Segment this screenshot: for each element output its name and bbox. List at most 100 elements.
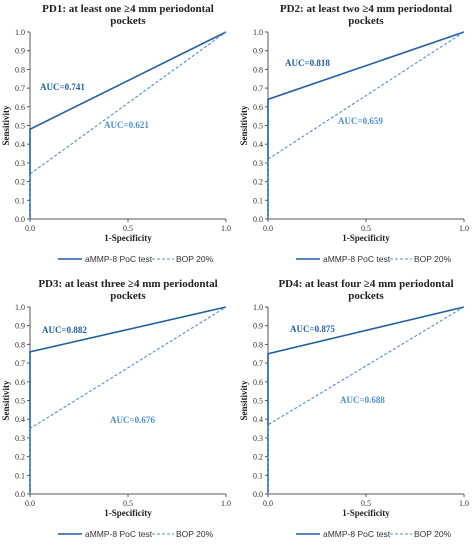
legend-label-bop: BOP 20% [176,529,214,539]
x-tick-label: 0.0 [263,499,273,508]
x-tick-label: 1.0 [459,499,469,508]
y-tick-label: 0.9 [253,322,263,331]
x-tick-label: 0.0 [25,499,35,508]
x-tick-label: 0.5 [123,224,133,233]
chart-title-line: pockets [110,290,146,302]
y-tick-label: 0.0 [15,490,25,499]
y-tick-label: 0.7 [253,359,263,368]
y-tick-label: 0.8 [253,340,263,349]
roc-panel-pd1: PD1: at least one ≥4 mm periodontal pocke… [0,0,238,275]
x-axis-label: 1-Specificity [342,508,390,518]
roc-chart-pd1: PD1: at least one ≥4 mm periodontal pocke… [1,3,231,264]
legend-label-bop: BOP 20% [414,529,452,539]
y-tick-label: 1.0 [15,28,25,37]
y-tick-label: 0.4 [253,140,263,149]
x-axis-label: 1-Specificity [104,233,152,243]
y-tick-label: 0.5 [15,397,25,406]
chart-title-line: pockets [348,15,384,27]
y-tick-label: 1.0 [253,28,263,37]
y-tick-label: 0.1 [253,196,263,205]
y-tick-label: 0.9 [253,47,263,56]
chart-title-line: pockets [348,290,384,302]
ammp8-roc-curve [29,306,227,494]
y-axis-label: Sensitivity [239,105,249,146]
x-tick-label: 0.0 [263,224,273,233]
legend-label-bop: BOP 20% [176,254,214,264]
chart-title-line: PD2: at least two ≥4 mm periodontal [280,3,452,15]
y-tick-label: 1.0 [15,303,25,312]
ammp8-roc-curve [267,31,465,219]
x-tick-label: 0.5 [123,499,133,508]
roc-panel-pd4: PD4: at least four ≥4 mm periodontal pock… [238,275,476,550]
x-tick-label: 0.5 [361,224,371,233]
bop-roc-curve [267,31,465,219]
bop-auc-label: AUC=0.676 [110,415,155,425]
ammp8-roc-curve [29,31,227,219]
y-tick-label: 0.5 [253,122,263,131]
y-tick-label: 0.0 [15,215,25,224]
y-axis-label: Sensitivity [239,380,249,421]
roc-panel-pd2: PD2: at least two ≥4 mm periodontal pocke… [238,0,476,275]
bop-auc-label: AUC=0.659 [338,116,383,126]
x-tick-label: 0.0 [25,224,35,233]
x-axis-label: 1-Specificity [104,508,152,518]
y-tick-label: 0.6 [253,378,263,387]
y-tick-label: 0.2 [15,453,25,462]
chart-title-line: pockets [110,15,146,27]
y-tick-label: 0.7 [253,84,263,93]
x-tick-label: 1.0 [221,499,231,508]
y-tick-label: 0.0 [253,215,263,224]
legend-label-bop: BOP 20% [414,254,452,264]
legend-label-ammp8: aMMP-8 PoC test [323,529,391,539]
y-tick-label: 0.2 [253,453,263,462]
chart-title: PD1: at least one ≥4 mm periodontal pocke… [42,3,214,27]
y-axis-label: Sensitivity [1,380,11,421]
y-tick-label: 0.4 [15,140,25,149]
legend-label-ammp8: aMMP-8 PoC test [323,254,391,264]
ammp8-auc-label: AUC=0.741 [40,82,85,92]
chart-title-line: PD3: at least three ≥4 mm periodontal [38,278,217,290]
y-tick-label: 0.6 [253,103,263,112]
y-tick-label: 0.3 [253,159,263,168]
y-tick-label: 0.1 [15,471,25,480]
roc-chart-pd2: PD2: at least two ≥4 mm periodontal pocke… [239,3,469,264]
y-tick-label: 0.7 [15,359,25,368]
legend-label-ammp8: aMMP-8 PoC test [85,529,153,539]
y-tick-label: 0.3 [15,159,25,168]
y-tick-label: 0.3 [253,434,263,443]
bop-auc-label: AUC=0.621 [104,120,149,130]
x-tick-label: 1.0 [459,224,469,233]
y-tick-label: 1.0 [253,303,263,312]
y-tick-label: 0.4 [15,415,25,424]
y-tick-label: 0.8 [15,65,25,74]
x-tick-label: 1.0 [221,224,231,233]
chart-title: PD4: at least four ≥4 mm periodontal pock… [278,278,453,302]
y-tick-label: 0.3 [15,434,25,443]
roc-chart-pd3: PD3: at least three ≥4 mm periodontal poc… [1,278,231,539]
y-tick-label: 0.5 [15,122,25,131]
y-tick-label: 0.8 [253,65,263,74]
x-tick-label: 0.5 [361,499,371,508]
chart-title-line: PD4: at least four ≥4 mm periodontal [278,278,453,290]
legend-label-ammp8: aMMP-8 PoC test [85,254,153,264]
y-tick-label: 0.8 [15,340,25,349]
ammp8-auc-label: AUC=0.818 [285,58,330,68]
y-tick-label: 0.9 [15,47,25,56]
y-tick-label: 0.7 [15,84,25,93]
bop-auc-label: AUC=0.688 [340,395,385,405]
y-tick-label: 0.1 [15,196,25,205]
y-tick-label: 0.1 [253,471,263,480]
y-tick-label: 0.6 [15,103,25,112]
y-tick-label: 0.5 [253,397,263,406]
y-tick-label: 0.6 [15,378,25,387]
chart-title-line: PD1: at least one ≥4 mm periodontal [42,3,214,15]
bop-roc-curve [29,306,227,494]
y-tick-label: 0.9 [15,322,25,331]
roc-panel-pd3: PD3: at least three ≥4 mm periodontal poc… [0,275,238,550]
roc-chart-pd4: PD4: at least four ≥4 mm periodontal pock… [239,278,469,539]
y-tick-label: 0.0 [253,490,263,499]
y-tick-label: 0.4 [253,415,263,424]
bop-roc-curve [29,31,227,219]
y-axis-label: Sensitivity [1,105,11,146]
ammp8-auc-label: AUC=0.882 [42,325,87,335]
